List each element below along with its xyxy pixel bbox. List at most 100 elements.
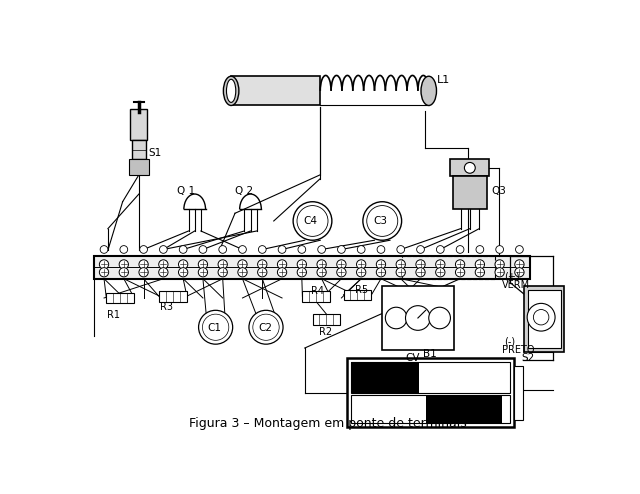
- Ellipse shape: [119, 268, 129, 277]
- Ellipse shape: [317, 260, 326, 269]
- Text: PRETO: PRETO: [502, 345, 534, 355]
- Ellipse shape: [119, 260, 129, 269]
- Ellipse shape: [227, 80, 236, 102]
- Bar: [451, 160, 489, 176]
- Text: R4: R4: [311, 287, 324, 296]
- Text: Q 1: Q 1: [177, 186, 195, 196]
- Text: Q3: Q3: [492, 186, 506, 196]
- Bar: [348, 358, 514, 427]
- Bar: [514, 366, 524, 419]
- Ellipse shape: [218, 260, 227, 269]
- Ellipse shape: [297, 268, 307, 277]
- Ellipse shape: [298, 246, 306, 253]
- Ellipse shape: [278, 246, 286, 253]
- Ellipse shape: [179, 246, 187, 253]
- Ellipse shape: [238, 260, 247, 269]
- Ellipse shape: [258, 268, 267, 277]
- Text: L1: L1: [436, 75, 450, 84]
- Ellipse shape: [218, 268, 227, 277]
- Bar: [129, 160, 149, 175]
- Ellipse shape: [249, 310, 283, 344]
- Ellipse shape: [417, 246, 424, 253]
- Ellipse shape: [202, 314, 229, 340]
- Ellipse shape: [377, 246, 385, 253]
- Ellipse shape: [179, 268, 188, 277]
- Ellipse shape: [406, 306, 430, 330]
- Ellipse shape: [139, 268, 148, 277]
- Ellipse shape: [139, 260, 148, 269]
- Ellipse shape: [396, 260, 405, 269]
- Ellipse shape: [476, 260, 484, 269]
- Bar: [94, 255, 529, 279]
- Ellipse shape: [416, 260, 425, 269]
- Bar: [303, 291, 330, 302]
- Ellipse shape: [337, 246, 345, 253]
- Ellipse shape: [429, 307, 451, 329]
- Bar: [159, 291, 187, 302]
- Bar: [452, 176, 487, 209]
- Ellipse shape: [159, 268, 168, 277]
- Text: (-): (-): [504, 336, 515, 346]
- Ellipse shape: [476, 246, 484, 253]
- Ellipse shape: [198, 260, 207, 269]
- Ellipse shape: [140, 246, 147, 253]
- Text: VERM: VERM: [502, 280, 530, 289]
- Bar: [524, 287, 564, 352]
- Bar: [132, 140, 146, 160]
- Ellipse shape: [397, 246, 404, 253]
- Ellipse shape: [515, 260, 524, 269]
- Ellipse shape: [277, 260, 287, 269]
- Ellipse shape: [421, 76, 436, 106]
- Ellipse shape: [100, 246, 108, 253]
- Ellipse shape: [465, 163, 476, 173]
- Text: C3: C3: [373, 215, 387, 226]
- Text: S1: S1: [148, 148, 161, 158]
- Text: R5: R5: [355, 285, 368, 295]
- Ellipse shape: [293, 202, 332, 240]
- Text: Figura 3 – Montagem em ponte de terminais: Figura 3 – Montagem em ponte de terminai…: [189, 417, 467, 430]
- Ellipse shape: [396, 268, 405, 277]
- Text: R3: R3: [160, 302, 173, 312]
- Ellipse shape: [496, 246, 504, 253]
- Bar: [351, 362, 510, 393]
- Text: C4: C4: [303, 215, 317, 226]
- Ellipse shape: [159, 260, 168, 269]
- Text: R2: R2: [319, 327, 332, 337]
- Ellipse shape: [456, 260, 465, 269]
- Bar: [131, 109, 147, 140]
- Ellipse shape: [317, 246, 326, 253]
- Ellipse shape: [476, 268, 484, 277]
- Ellipse shape: [198, 310, 233, 344]
- Ellipse shape: [376, 260, 386, 269]
- Text: CV: CV: [406, 353, 420, 364]
- Ellipse shape: [297, 260, 307, 269]
- Ellipse shape: [239, 246, 246, 253]
- Text: C1: C1: [208, 323, 222, 332]
- Bar: [351, 395, 510, 423]
- Bar: [528, 290, 561, 348]
- Bar: [344, 289, 371, 300]
- Ellipse shape: [159, 246, 167, 253]
- Ellipse shape: [253, 314, 279, 340]
- Bar: [106, 292, 134, 303]
- Bar: [382, 287, 454, 350]
- Ellipse shape: [533, 310, 549, 325]
- Ellipse shape: [495, 260, 504, 269]
- Bar: [426, 395, 502, 423]
- Ellipse shape: [363, 202, 402, 240]
- Ellipse shape: [495, 268, 504, 277]
- Ellipse shape: [99, 260, 109, 269]
- Text: S2: S2: [522, 353, 535, 364]
- Ellipse shape: [356, 268, 366, 277]
- Ellipse shape: [219, 246, 227, 253]
- Ellipse shape: [259, 246, 266, 253]
- Ellipse shape: [367, 206, 397, 237]
- Ellipse shape: [436, 268, 445, 277]
- Ellipse shape: [515, 268, 524, 277]
- Bar: [312, 314, 340, 325]
- Ellipse shape: [238, 268, 247, 277]
- Ellipse shape: [516, 246, 524, 253]
- Ellipse shape: [456, 246, 464, 253]
- Text: R1: R1: [107, 310, 120, 320]
- Ellipse shape: [436, 260, 445, 269]
